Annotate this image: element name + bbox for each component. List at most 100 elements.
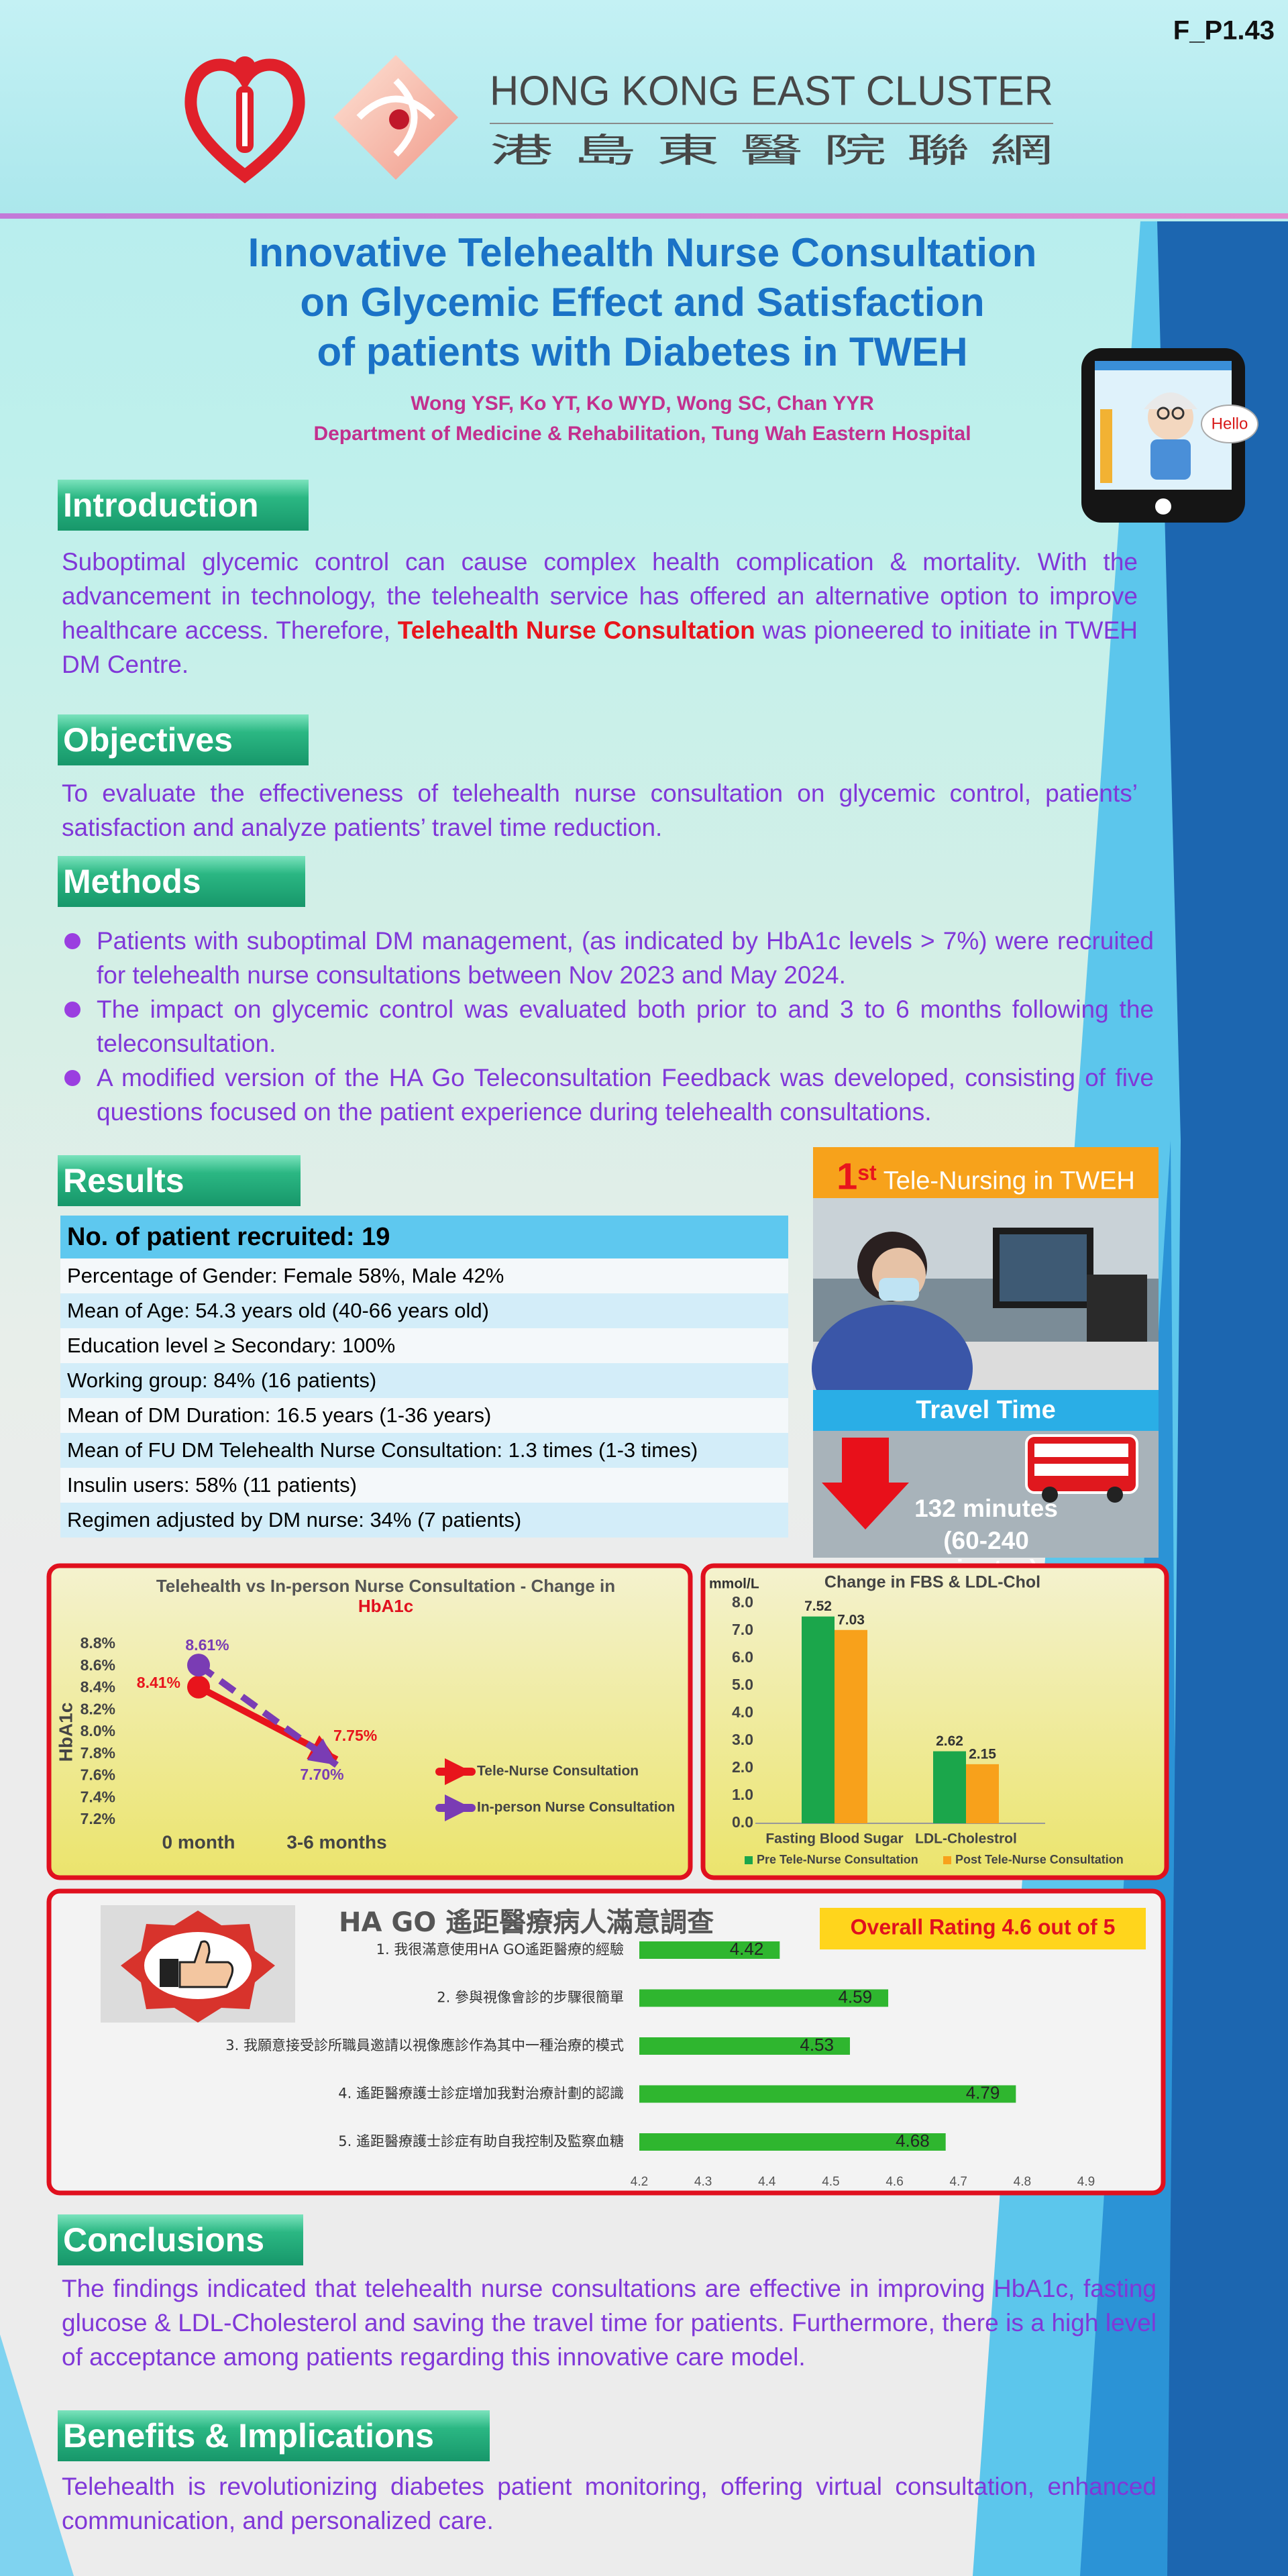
table-cell: Mean of Age: 54.3 years old (40-66 years… xyxy=(60,1293,788,1328)
department: Department of Medicine & Rehabilitation,… xyxy=(313,423,971,445)
table-cell: Mean of DM Duration: 16.5 years (1-36 ye… xyxy=(60,1398,788,1433)
y-tick-label: 4.0 xyxy=(732,1703,753,1721)
table-cell: Insulin users: 58% (11 patients) xyxy=(60,1468,788,1503)
org-name-en: HONG KONG EAST CLUSTER xyxy=(490,68,1053,114)
rating-badge xyxy=(101,1905,295,2023)
category-label: 3. 我願意接受診所職員邀請以視像應診作為其中一種治療的模式 xyxy=(225,2037,624,2053)
chart-title: HA GO 遙距醫療病人滿意調查 xyxy=(339,1907,714,1938)
category-label: 2. 參與視像會診的步驟很簡單 xyxy=(437,1990,624,2006)
value-label: 8.41% xyxy=(137,1674,180,1691)
x-tick-label: 4.7 xyxy=(950,2175,967,2189)
bullet: Patients with suboptimal DM management, … xyxy=(62,924,1154,992)
value-label: 7.70% xyxy=(300,1766,343,1783)
value-label: 4.79 xyxy=(966,2082,1000,2102)
header-rule xyxy=(0,213,1288,219)
results-table: No. of patient recruited: 19 Percentage … xyxy=(60,1216,788,1538)
y-axis-title: HbA1c xyxy=(55,1703,76,1762)
x-tick-label: 4.4 xyxy=(758,2175,776,2189)
y-unit: mmol/L xyxy=(709,1576,759,1592)
value-label: 4.53 xyxy=(800,2035,834,2055)
travel-time-heading: Travel Time xyxy=(813,1390,1159,1431)
y-tick-label: 8.2% xyxy=(80,1700,115,1717)
bar xyxy=(639,1941,780,1959)
series-arrow xyxy=(197,1662,339,1768)
legend-label: In-person Nurse Consultation xyxy=(477,1800,675,1815)
x-tick-label: Fasting Blood Sugar xyxy=(765,1831,903,1847)
down-arrow xyxy=(822,1438,909,1529)
y-tick-label: 7.0 xyxy=(732,1621,753,1638)
legend-label: Tele-Nurse Consultation xyxy=(477,1764,639,1779)
section-heading: Introduction xyxy=(58,480,309,531)
value-label: 4.68 xyxy=(896,2131,930,2151)
chart-title: Change in FBS & LDL-Chol xyxy=(824,1573,1040,1592)
value-label: 7.03 xyxy=(837,1612,865,1627)
value-label: 2.15 xyxy=(969,1746,996,1762)
tele-nursing-header: 1st Tele-Nursing in TWEH xyxy=(813,1147,1159,1198)
conclusions-text: The findings indicated that telehealth n… xyxy=(62,2275,1157,2371)
bar xyxy=(639,2133,946,2151)
tablet-illustration: Hello xyxy=(1081,348,1258,523)
ha-logo xyxy=(184,56,305,184)
bullet: The impact on glycemic control was evalu… xyxy=(62,992,1154,1061)
y-tick-label: 7.2% xyxy=(80,1810,115,1827)
start-point xyxy=(187,1654,210,1677)
poster-code: F_P1.43 xyxy=(1173,16,1275,46)
table-cell: Education level ≥ Secondary: 100% xyxy=(60,1328,788,1363)
y-tick-label: 8.0% xyxy=(80,1722,115,1739)
nurse-photo xyxy=(812,1198,1159,1432)
bg-shard xyxy=(0,2334,74,2576)
speech-bubble: Hello xyxy=(1212,415,1248,433)
table-cell: Working group: 84% (16 patients) xyxy=(60,1363,788,1398)
bg-shard xyxy=(1157,221,1288,2576)
x-tick-label: 0 month xyxy=(162,1831,235,1852)
section-heading: Benefits & Implications xyxy=(58,2410,490,2461)
table-cell: Percentage of Gender: Female 58%, Male 4… xyxy=(60,1258,788,1293)
tele-nursing-title: Tele-Nursing in TWEH xyxy=(883,1167,1135,1195)
y-tick-label: 0.0 xyxy=(732,1813,753,1831)
y-tick-label: 8.6% xyxy=(80,1656,115,1674)
objectives-text: To evaluate the effectiveness of telehea… xyxy=(62,780,1138,841)
bar xyxy=(639,1989,889,2007)
y-tick-label: 8.4% xyxy=(80,1678,115,1696)
bar xyxy=(802,1616,835,1823)
x-tick-label: 4.5 xyxy=(822,2175,839,2189)
title-line: on Glycemic Effect and Satisfaction xyxy=(300,280,985,325)
legend-label: Post Tele-Nurse Consultation xyxy=(955,1853,1124,1866)
bar xyxy=(639,2085,1016,2103)
bullet: A modified version of the HA Go Telecons… xyxy=(62,1061,1154,1129)
x-tick-label: 4.9 xyxy=(1077,2175,1095,2189)
ordinal-suffix: st xyxy=(857,1161,877,1185)
text: Suboptimal glycemic control can cause co… xyxy=(62,548,1138,644)
bar xyxy=(966,1764,999,1823)
annotation-box xyxy=(820,1908,1146,1949)
chart-title: Telehealth vs In-person Nurse Consultati… xyxy=(156,1576,615,1596)
value-label: 8.61% xyxy=(185,1636,229,1654)
chart-frame xyxy=(46,1888,1166,2196)
chart-frame xyxy=(46,1563,693,1880)
y-tick-label: 6.0 xyxy=(732,1648,753,1666)
category-label: 4. 遙距醫療護士診症增加我對治療計劃的認識 xyxy=(338,2086,624,2102)
bar xyxy=(639,2037,850,2055)
value-label: 7.52 xyxy=(804,1599,832,1614)
benefits-text: Telehealth is revolutionizing diabetes p… xyxy=(62,2473,1157,2534)
y-tick-label: 7.8% xyxy=(80,1744,115,1762)
x-tick-label: 4.2 xyxy=(631,2175,648,2189)
title-line: Innovative Telehealth Nurse Consultation xyxy=(248,230,1037,275)
header-band xyxy=(0,0,1288,215)
y-tick-label: 3.0 xyxy=(732,1731,753,1748)
title-line: of patients with Diabetes in TWEH xyxy=(317,329,968,374)
text: was pioneered to initiate in TWEH DM Cen… xyxy=(62,616,1138,678)
x-tick-label: 4.3 xyxy=(694,2175,712,2189)
value-label: 2.62 xyxy=(936,1733,963,1749)
table-cell: Regimen adjusted by DM nurse: 34% (7 pat… xyxy=(60,1503,788,1538)
cluster-logo xyxy=(333,55,458,180)
category-label: 5. 遙距醫療護士診症有助自我控制及監察血糖 xyxy=(338,2133,624,2149)
section-heading: Conclusions xyxy=(58,2214,303,2265)
ordinal: 1 xyxy=(837,1155,858,1197)
x-tick-label: LDL-Cholestrol xyxy=(915,1831,1017,1847)
authors: Wong YSF, Ko YT, Ko WYD, Wong SC, Chan Y… xyxy=(411,392,874,415)
